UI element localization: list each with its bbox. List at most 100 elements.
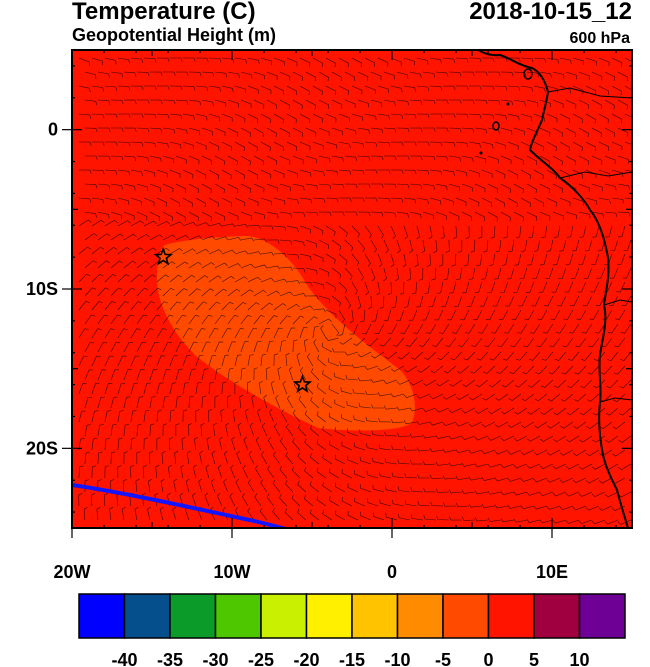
wind-barb: [104, 274, 117, 283]
wind-barb: [357, 183, 371, 188]
x-axis-labels: 20W 10W 0 10E: [53, 562, 568, 582]
wind-barb: [156, 221, 170, 227]
wind-barb: [442, 57, 456, 64]
wind-barb: [338, 169, 352, 175]
wind-barb: [123, 369, 132, 381]
wind-barb: [305, 239, 317, 248]
wind-barb: [390, 113, 404, 119]
wind-barb: [149, 127, 163, 133]
wind-barb: [208, 328, 219, 339]
wind-barb: [351, 281, 358, 295]
wind-barb: [531, 295, 541, 307]
wind-barb: [104, 220, 118, 227]
wind-barb: [487, 435, 502, 441]
wind-barb: [604, 71, 616, 81]
wind-barb: [312, 308, 326, 313]
wind-barb: [572, 477, 587, 484]
wind-barb: [402, 253, 407, 268]
wind-barb: [221, 57, 235, 63]
wind-barb: [247, 85, 259, 94]
island-outline: [492, 121, 500, 131]
wind-barb: [461, 99, 475, 104]
wind-barb: [481, 267, 489, 280]
wind-barb: [470, 239, 476, 253]
wind-barb: [299, 197, 313, 204]
wind-barb: [421, 309, 431, 321]
wind-barb: [84, 260, 97, 269]
wind-barb: [104, 169, 118, 175]
wind-barb: [426, 323, 437, 334]
wind-barb: [403, 57, 415, 66]
wind-barb: [175, 261, 189, 269]
wind-barb: [514, 407, 528, 415]
wind-barb: [231, 436, 236, 451]
wind-barb: [572, 85, 584, 95]
wind-barb: [188, 341, 198, 353]
wind-barb: [433, 239, 438, 254]
wind-barb: [260, 451, 268, 465]
wind-barb: [329, 496, 340, 507]
wind-barb: [169, 113, 183, 120]
wind-barb: [292, 99, 303, 110]
wind-barb: [253, 155, 264, 166]
map-plot-area: [72, 50, 632, 528]
wind-barb: [78, 113, 92, 119]
wind-barb: [577, 281, 587, 293]
wind-barb: [468, 169, 480, 178]
wind-barb: [201, 395, 207, 409]
wind-barb: [188, 288, 201, 297]
wind-barb: [97, 183, 111, 189]
wind-barb: [397, 351, 411, 360]
wind-barb: [377, 197, 391, 203]
wind-barb: [507, 505, 521, 509]
wind-barb: [416, 113, 430, 118]
wind-barb: [591, 99, 602, 110]
wind-barb: [312, 326, 319, 339]
wind-barb: [371, 351, 385, 359]
wind-barb: [182, 197, 193, 208]
wind-barb: [591, 519, 606, 525]
wind-barb: [346, 401, 358, 409]
wind-barb: [474, 463, 488, 468]
wind-barb: [318, 318, 332, 325]
wind-barb: [266, 99, 278, 109]
wind-barb: [410, 351, 424, 360]
wind-barb: [234, 57, 247, 64]
wind-barb: [468, 113, 482, 119]
wind-barb: [604, 127, 616, 137]
wind-barb: [572, 141, 583, 152]
wind-barb: [409, 99, 423, 105]
wind-barb: [234, 197, 246, 207]
wind-barb: [182, 169, 194, 179]
wind-barb: [404, 365, 418, 373]
wind-barb: [201, 183, 212, 194]
wind-barb: [469, 393, 483, 401]
wind-barb: [396, 239, 401, 254]
wind-barb: [204, 492, 210, 507]
wind-barb: [344, 267, 353, 280]
wind-barb: [201, 211, 212, 222]
wind-barb: [167, 464, 172, 479]
wind-barb: [487, 127, 500, 135]
wind-barb: [442, 393, 457, 400]
wind-barb: [455, 476, 469, 481]
wind-barb: [247, 507, 255, 521]
wind-barb: [182, 409, 188, 423]
wind-barb: [560, 449, 574, 456]
wind-barb: [572, 169, 584, 179]
warm-temperature-region: [156, 236, 415, 431]
wind-barb: [110, 233, 124, 241]
wind-barb: [143, 85, 157, 90]
wind-barb: [559, 113, 571, 123]
wind-barb: [266, 290, 280, 297]
wind-barb: [169, 328, 180, 339]
wind-barb: [195, 141, 207, 150]
wind-barb: [162, 183, 174, 193]
wind-barb: [253, 183, 265, 193]
wind-barb: [614, 337, 626, 348]
wind-barb: [611, 197, 624, 204]
wind-barb: [518, 295, 528, 307]
wind-barb: [397, 459, 410, 465]
wind-barb: [255, 436, 262, 451]
wind-barb: [403, 141, 417, 146]
